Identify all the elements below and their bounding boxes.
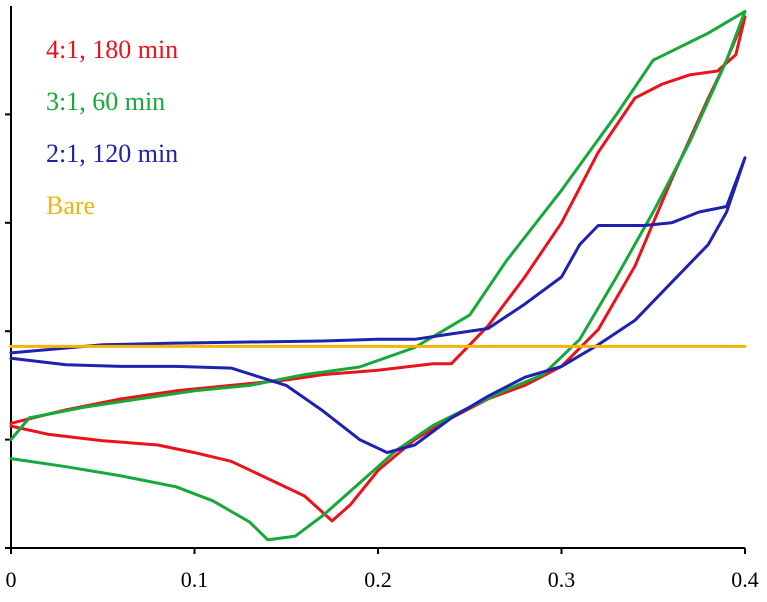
series-layer bbox=[9, 9, 747, 542]
x-tick-label-0: 0 bbox=[6, 567, 17, 592]
x-tick-label-1: 0.1 bbox=[181, 567, 209, 592]
legend-entry-3: Bare bbox=[46, 191, 95, 220]
legend-entry-2: 2:1, 120 min bbox=[46, 139, 178, 168]
legend-entry-0: 4:1, 180 min bbox=[46, 35, 178, 64]
x-tick-label-3: 0.3 bbox=[548, 567, 576, 592]
x-tick-label-2: 0.2 bbox=[364, 567, 392, 592]
legend-entry-1: 3:1, 60 min bbox=[46, 87, 165, 116]
x-tick-label-4: 0.4 bbox=[731, 567, 759, 592]
series-line-1 bbox=[9, 9, 747, 542]
legend: 4:1, 180 min 3:1, 60 min 2:1, 120 min Bare bbox=[46, 35, 178, 220]
axes: 0 0.1 0.2 0.3 0.4 bbox=[5, 6, 759, 592]
series-line-2 bbox=[9, 156, 747, 455]
